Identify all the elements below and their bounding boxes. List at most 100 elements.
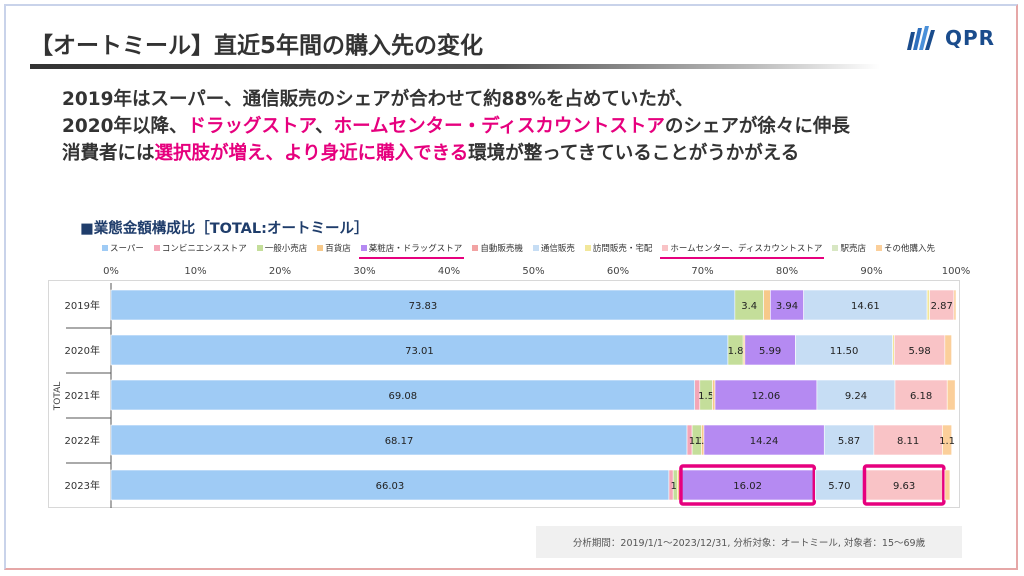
legend-swatch [317, 245, 324, 251]
summary-line-1: 2019年はスーパー、通信販売のシェアが合わせて約88%を占めていたが、 [62, 89, 694, 110]
data-label: 6.18 [910, 391, 932, 402]
category-label: 2022年 [65, 434, 100, 447]
data-label: 1.5 [698, 391, 714, 402]
data-label: 1.1 [689, 436, 705, 447]
x-tick-label: 80% [776, 266, 798, 277]
bar-segment [894, 379, 948, 411]
x-tick-label: 100% [942, 266, 971, 277]
legend-swatch [832, 245, 839, 251]
bar-segment [110, 289, 736, 321]
data-label: 66.03 [376, 481, 405, 492]
data-label: 9.63 [893, 481, 915, 492]
bar-segment [712, 379, 716, 411]
legend-item: 薬粧店・ドラッグストア [358, 242, 465, 259]
legend-label: ホームセンター、ディスカウントストア [670, 244, 823, 254]
summary-highlight-homecenter: ホームセンター・ディスカウントストア [333, 116, 665, 137]
summary-line-3a: 消費者には [62, 143, 155, 164]
data-label: 14.61 [851, 301, 880, 312]
x-tick-label: 40% [438, 266, 460, 277]
data-label: 3.94 [776, 301, 798, 312]
footnote: 分析期間：2019/1/1～2023/12/31, 分析対象：オートミール, 対… [536, 526, 962, 558]
legend-item: 駅売店 [832, 242, 866, 254]
legend-label: コンビニエンスストア [161, 244, 247, 254]
x-tick-label: 70% [691, 266, 713, 277]
chart-title: ■業態金額構成比［TOTAL:オートミール］ [80, 221, 369, 237]
legend-swatch [472, 245, 479, 251]
legend-label: 訪問販売・宅配 [592, 244, 653, 254]
legend-swatch [532, 245, 539, 251]
data-label: 1.1 [939, 436, 955, 447]
bar-segment [770, 289, 804, 321]
title-underline [30, 64, 880, 69]
bar-segment [944, 469, 951, 501]
legend-swatch [875, 245, 882, 251]
bar-segment [816, 379, 896, 411]
legend-item: コンビニエンスストア [153, 242, 247, 254]
slide-frame [4, 4, 1018, 570]
summary-text: 2019年はスーパー、通信販売のシェアが合わせて約88%を占めていたが、 202… [62, 86, 850, 167]
legend-item: 一般小売店 [256, 242, 307, 254]
y-axis-title: TOTAL [53, 382, 63, 412]
data-label: 5.99 [759, 346, 781, 357]
data-label: 5.87 [838, 436, 860, 447]
category-label: 2020年 [65, 344, 100, 357]
bar-segment [863, 469, 946, 501]
bar-segment [823, 424, 875, 456]
summary-line-2c: 、 [315, 116, 334, 137]
data-label: 14.24 [750, 436, 779, 447]
data-label: 1.4 [695, 436, 711, 447]
x-tick-label: 20% [269, 266, 291, 277]
legend-swatch [153, 245, 160, 251]
bar-segment [803, 289, 928, 321]
data-label: 68.17 [385, 436, 414, 447]
legend-label: 百貨店 [325, 244, 351, 254]
legend-label: 自動販売機 [480, 244, 523, 254]
legend-swatch [584, 245, 591, 251]
data-label: 5.98 [908, 346, 930, 357]
bar-segment [926, 289, 930, 321]
data-label: 73.83 [409, 301, 438, 312]
legend-swatch [102, 245, 108, 251]
legend-item: スーパー [102, 242, 144, 254]
bar-segment [953, 289, 957, 321]
data-label: 8.11 [897, 436, 919, 447]
data-label: 16.02 [733, 481, 762, 492]
legend-item: 通信販売 [532, 242, 575, 254]
logo-text: QPR [945, 26, 996, 50]
x-tick-label: 60% [607, 266, 629, 277]
summary-line-3c: 環境が整ってきていることがうかがえる [468, 143, 800, 164]
data-label: 73.01 [405, 346, 434, 357]
legend-label: 駅売店 [840, 244, 866, 254]
summary-line-2: 2020年以降、ドラッグストア、ホームセンター・ディスカウントストアのシェアが徐… [62, 113, 850, 140]
data-label: 9.24 [845, 391, 867, 402]
legend-item: 訪問販売・宅配 [584, 242, 653, 254]
bar-segment [894, 334, 946, 366]
data-label: 5.70 [828, 481, 850, 492]
qpr-logo-icon [907, 26, 935, 50]
data-label: 12.06 [752, 391, 781, 402]
summary-highlight-choices: 選択肢が増え、より身近に購入できる [154, 143, 469, 164]
x-tick-label: 30% [353, 266, 375, 277]
x-tick-label: 90% [860, 266, 882, 277]
bar-segment [110, 424, 688, 456]
legend-swatch [662, 245, 669, 251]
highlight-box [862, 464, 946, 506]
data-label: 1. [671, 481, 681, 492]
bar-segment [946, 379, 956, 411]
legend-swatch [360, 245, 367, 251]
legend-label: その他購入先 [883, 244, 935, 254]
category-label: 2023年 [65, 479, 100, 492]
legend-item: 自動販売機 [472, 242, 523, 254]
x-tick-label: 0% [103, 266, 119, 277]
legend-item: ホームセンター、ディスカウントストア [660, 242, 825, 259]
summary-line-2e: のシェアが徐々に伸長 [664, 116, 850, 137]
legend-label: 通信販売 [540, 244, 575, 254]
chart-legend: スーパー コンビニエンスストア 一般小売店 百貨店 薬粧店・ドラッグストア 自動販売機 通信… [102, 242, 935, 259]
legend-highlight-underline [660, 257, 825, 259]
legend-highlight-underline [358, 257, 465, 259]
summary-line-2a: 2020年以降、 [62, 116, 188, 137]
bar-segment [815, 469, 864, 501]
summary-line-3: 消費者には選択肢が増え、より身近に購入できる環境が整ってきていることがうかがえる [62, 140, 850, 167]
bar-segment [763, 289, 771, 321]
page-title: 【オートミール】直近5年間の購入先の変化 [30, 33, 484, 59]
